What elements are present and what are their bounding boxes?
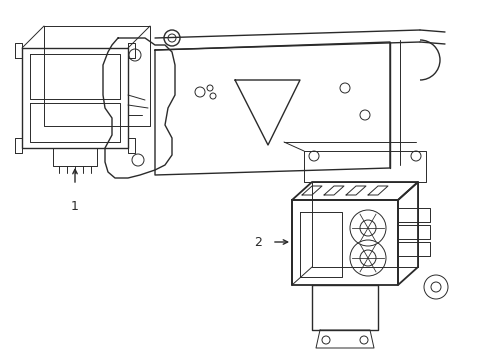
Text: 2: 2 [254,235,262,248]
Text: 1: 1 [71,200,79,213]
